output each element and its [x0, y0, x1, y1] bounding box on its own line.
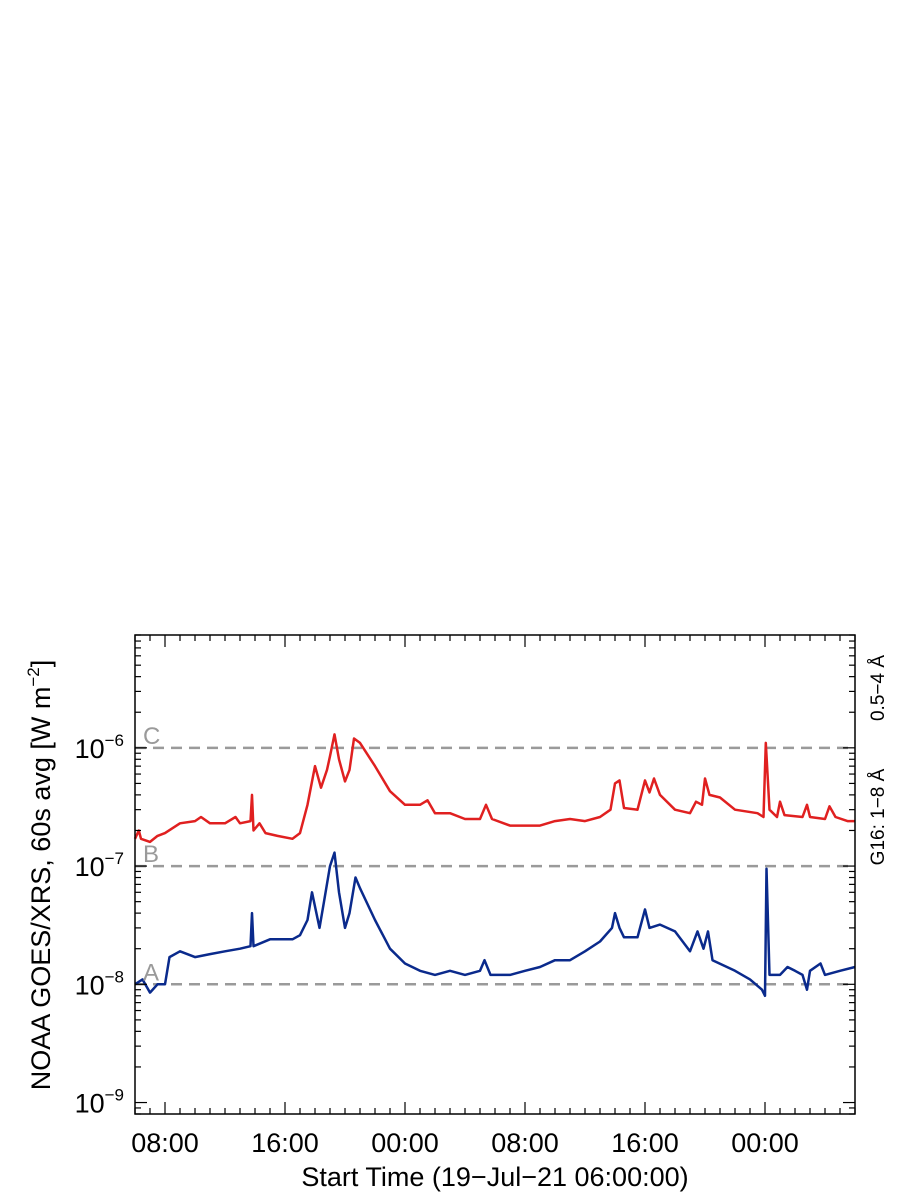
class-label-c: C — [143, 723, 160, 750]
y-axis-title: NOAA GOES/XRS, 60s avg [W m−2] — [24, 660, 56, 1091]
y-tick-label: 10−8 — [75, 967, 124, 1000]
class-label-b: B — [143, 841, 159, 868]
y-tick-label: 10−9 — [75, 1086, 124, 1119]
legend-red: G16: 1−8 Å — [868, 768, 889, 865]
x-ticks: 08:00 16:00 00:00 08:00 16:00 00:00 — [131, 635, 856, 1158]
y-tick-exp: −9 — [105, 1086, 124, 1105]
class-labels: C B A — [143, 723, 160, 986]
y-tick-base: 10 — [75, 734, 105, 764]
x-axis-title: Start Time (19−Jul−21 06:00:00) — [301, 1162, 688, 1192]
series-lines — [133, 733, 856, 998]
x-tick-label: 16:00 — [611, 1128, 679, 1158]
y-axis-title-sup: −2 — [24, 667, 43, 686]
x-tick-label: 16:00 — [251, 1128, 319, 1158]
class-label-a: A — [143, 959, 159, 986]
plot-frame — [134, 634, 856, 1115]
y-tick-exp: −6 — [105, 731, 124, 750]
series-line-0 — [133, 733, 855, 844]
y-axis-title-end: ] — [26, 660, 56, 668]
y-tick-exp: −8 — [105, 967, 124, 986]
x-tick-label: 08:00 — [131, 1128, 199, 1158]
x-tick-label: 08:00 — [491, 1128, 559, 1158]
y-tick-label: 10−6 — [75, 731, 124, 764]
y-tick-exp: −7 — [105, 849, 124, 868]
legend-blue: 0.5−4 Å — [868, 655, 889, 721]
y-tick-base: 10 — [75, 852, 105, 882]
plot-border — [134, 634, 856, 1115]
class-lines — [135, 746, 855, 986]
y-ticks: 10−610−710−810−9 — [75, 634, 855, 1119]
y-tick-base: 10 — [75, 970, 105, 1000]
y-tick-label: 10−7 — [75, 849, 124, 882]
x-tick-label: 00:00 — [371, 1128, 439, 1158]
series-line-1 — [134, 851, 856, 998]
y-axis-title-main: NOAA GOES/XRS, 60s avg [W m — [26, 687, 56, 1091]
x-tick-label: 00:00 — [731, 1128, 799, 1158]
y-tick-base: 10 — [75, 1089, 105, 1119]
